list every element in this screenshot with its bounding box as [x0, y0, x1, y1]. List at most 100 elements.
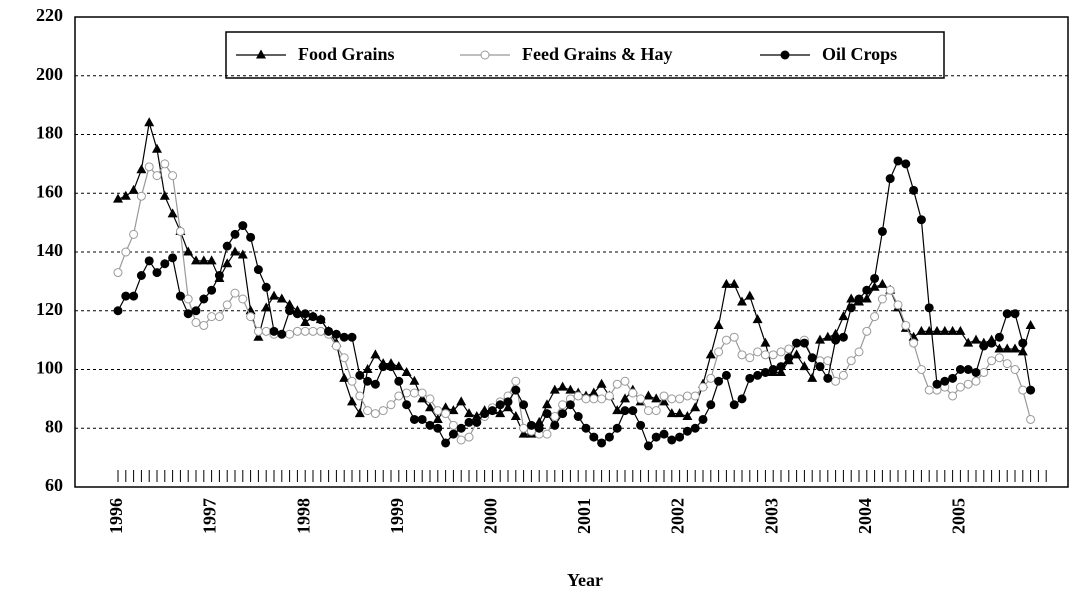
data-point [464, 432, 474, 442]
data-point [815, 362, 825, 372]
x-tick-label: 1999 [387, 498, 407, 534]
data-point [480, 409, 490, 419]
data-point [362, 364, 373, 373]
data-point [612, 423, 622, 433]
data-point [425, 394, 435, 404]
data-point [394, 376, 404, 386]
data-point [168, 171, 178, 181]
data-point [706, 400, 716, 410]
data-point [705, 349, 716, 359]
data-point [121, 291, 131, 301]
data-point [667, 394, 677, 404]
data-point [409, 388, 419, 398]
data-point [347, 376, 357, 386]
data-point [745, 353, 755, 363]
data-point [511, 376, 521, 386]
data-point [441, 438, 451, 448]
data-point [877, 226, 887, 236]
data-point [901, 159, 911, 169]
data-point [963, 379, 973, 389]
data-point [971, 376, 981, 386]
data-point [261, 326, 271, 336]
data-point [440, 402, 451, 412]
data-point [862, 285, 872, 295]
data-point [378, 362, 388, 372]
data-point [581, 394, 591, 404]
data-point [768, 350, 778, 360]
data-point [175, 291, 185, 301]
data-point [674, 408, 685, 418]
data-point [120, 190, 131, 200]
y-tick-label: 80 [45, 416, 63, 436]
data-point [729, 332, 739, 342]
data-point [737, 394, 747, 404]
data-point [940, 376, 950, 386]
x-tick-label: 2005 [949, 498, 969, 534]
data-point [339, 353, 349, 363]
data-point [666, 408, 677, 418]
data-point [963, 365, 973, 374]
data-point [136, 164, 147, 174]
data-point [636, 394, 646, 404]
data-point [963, 337, 974, 347]
data-point [831, 376, 841, 386]
data-point [846, 303, 856, 313]
data-point [510, 411, 521, 420]
data-point [971, 367, 981, 377]
data-point [308, 326, 318, 336]
data-point [409, 375, 420, 385]
data-point [183, 246, 194, 256]
data-point [230, 229, 240, 239]
data-point [331, 341, 341, 351]
y-tick-label: 160 [36, 181, 63, 201]
data-point [549, 384, 560, 394]
data-point [393, 361, 404, 371]
data-point [776, 366, 786, 376]
y-tick-label: 200 [36, 64, 63, 84]
data-point [448, 405, 459, 415]
data-point [495, 408, 506, 418]
data-point [168, 253, 178, 263]
data-point [253, 265, 263, 275]
data-point [909, 338, 919, 348]
data-point [721, 335, 731, 345]
data-point [948, 391, 958, 401]
data-point [675, 432, 685, 442]
data-point [136, 191, 146, 201]
data-point [113, 306, 123, 316]
data-point [1017, 346, 1028, 356]
data-point [838, 332, 848, 342]
data-point [160, 259, 170, 269]
data-point [651, 393, 662, 403]
data-point [276, 293, 287, 303]
data-point [370, 379, 380, 389]
data-point [589, 432, 599, 442]
data-point [238, 294, 248, 304]
data-point [316, 315, 326, 325]
x-tick-label: 2002 [668, 498, 688, 534]
data-point [822, 331, 833, 341]
data-point [604, 432, 614, 442]
data-point [269, 326, 279, 336]
data-point [519, 423, 529, 433]
data-point [924, 303, 934, 313]
data-point [784, 344, 794, 354]
data-point [651, 432, 661, 442]
data-point [433, 406, 443, 416]
data-point [386, 362, 396, 372]
x-tick-label: 1997 [200, 498, 220, 534]
data-point [604, 391, 614, 401]
data-point [924, 325, 935, 335]
data-point [1025, 319, 1036, 329]
data-point [300, 309, 310, 319]
data-point [979, 367, 989, 377]
data-point [628, 406, 638, 416]
data-point [277, 329, 287, 339]
data-point [425, 402, 435, 412]
data-point [355, 370, 365, 380]
data-point [690, 391, 700, 401]
data-point [472, 417, 482, 427]
data-point [979, 341, 989, 351]
data-point [1026, 385, 1036, 395]
data-point [456, 396, 467, 406]
